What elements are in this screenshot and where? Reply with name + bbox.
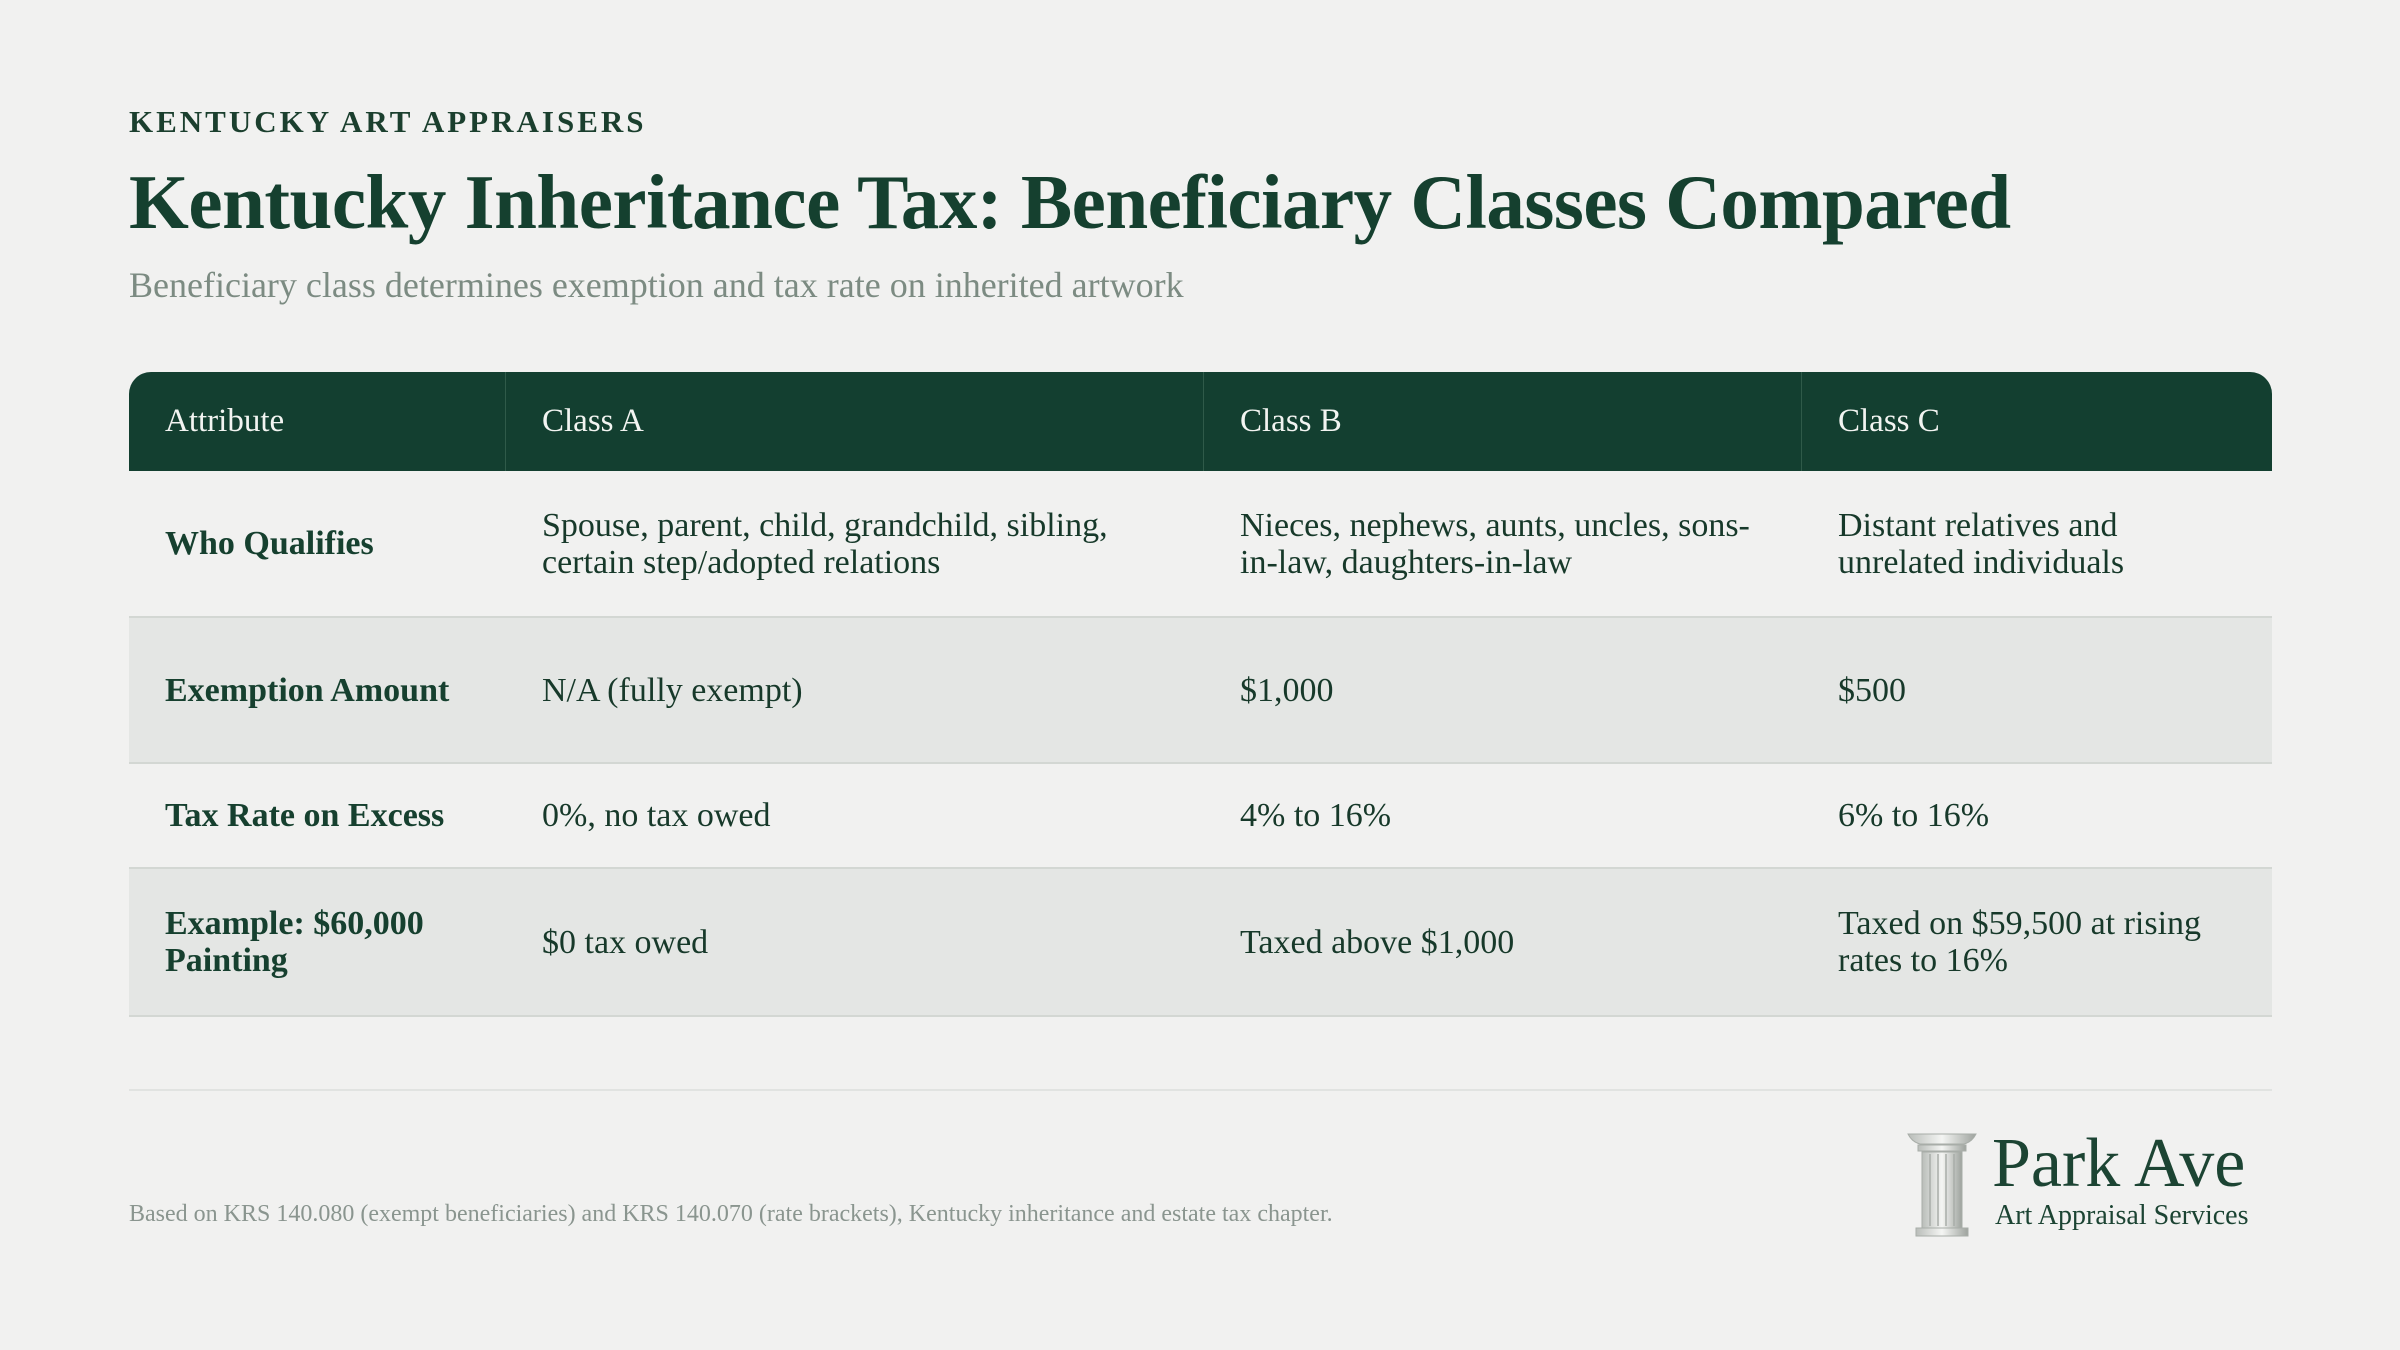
table-row: Who Qualifies Spouse, parent, child, gra… <box>129 471 2272 618</box>
pillar-icon <box>1907 1133 1977 1237</box>
page: KENTUCKY ART APPRAISERS Kentucky Inherit… <box>129 0 2272 1350</box>
class-c-cell: Taxed on $59,500 at rising rates to 16% <box>1838 905 2202 979</box>
logo-name: Park Ave <box>1992 1125 2246 1202</box>
class-c-cell: 6% to 16% <box>1838 797 1990 834</box>
row-attribute-cell: Example: $60,000 Painting <box>165 905 424 979</box>
row-attribute-cell: Who Qualifies <box>165 525 374 562</box>
row-attribute-cell: Tax Rate on Excess <box>165 797 445 834</box>
class-c-cell: Distant relatives and unrelated individu… <box>1838 506 2125 581</box>
comparison-table: Attribute Class A Class B Class C Who Qu… <box>129 372 2272 1017</box>
class-b-cell: $1,000 <box>1240 671 1334 709</box>
page-title: Kentucky Inheritance Tax: Beneficiary Cl… <box>129 159 2011 245</box>
class-b-cell: Taxed above $1,000 <box>1240 923 1515 961</box>
column-header-class-b: Class B <box>1204 372 1802 471</box>
logo-tagline: Art Appraisal Services <box>1995 1200 2249 1231</box>
class-a-cell: $0 tax owed <box>542 923 709 961</box>
class-a-cell: Spouse, parent, child, grandchild, sibli… <box>542 506 1108 581</box>
class-a-cell: N/A (fully exempt) <box>542 671 803 709</box>
column-header-class-c: Class C <box>1838 403 1940 439</box>
eyebrow-label: KENTUCKY ART APPRAISERS <box>129 104 647 139</box>
class-b-cell: 4% to 16% <box>1240 797 1392 834</box>
page-subtitle: Beneficiary class determines exemption a… <box>129 265 1184 305</box>
table-row: Tax Rate on Excess 0%, no tax owed 4% to… <box>129 764 2272 869</box>
footer-divider <box>129 1089 2272 1091</box>
row-attribute-cell: Exemption Amount <box>165 671 450 709</box>
table-row: Exemption Amount N/A (fully exempt) $1,0… <box>129 618 2272 764</box>
brand-logo: Park Ave Art Appraisal Services <box>1902 1125 2272 1238</box>
class-c-cell: $500 <box>1838 671 1906 709</box>
table-row: Example: $60,000 Painting $0 tax owed Ta… <box>129 869 2272 1017</box>
table-header: Attribute Class A Class B Class C <box>129 372 2272 471</box>
class-b-cell: Nieces, nephews, aunts, uncles, sons-in-… <box>1240 506 1750 581</box>
source-footnote: Based on KRS 140.080 (exempt beneficiari… <box>129 1201 1333 1227</box>
column-header-class-a: Class A <box>506 372 1204 471</box>
column-header-attribute: Attribute <box>129 372 506 471</box>
class-a-cell: 0%, no tax owed <box>542 797 771 834</box>
